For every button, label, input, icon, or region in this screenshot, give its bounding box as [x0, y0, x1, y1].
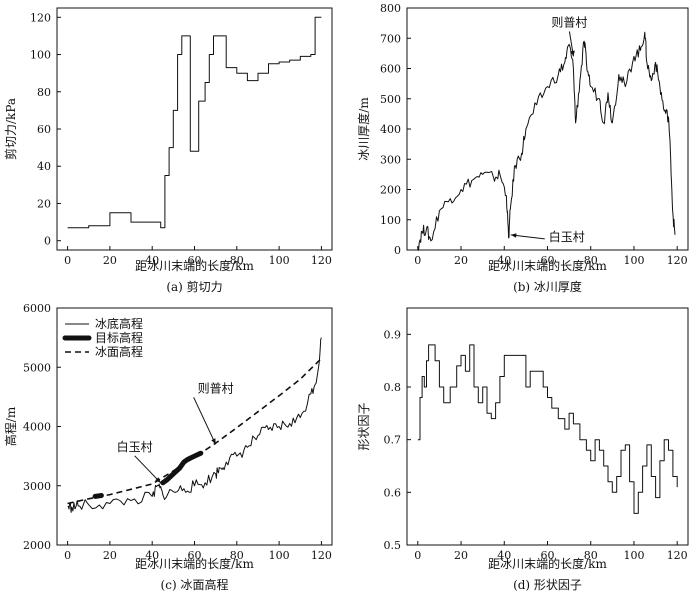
y-tick-label: 6000 — [23, 302, 51, 315]
y-tick-label: 0.8 — [384, 381, 402, 394]
x-tick-label: 80 — [230, 549, 244, 562]
y-tick-label: 0.5 — [384, 539, 402, 552]
y-tick-label: 0.9 — [384, 328, 402, 341]
y-tick-label: 100 — [380, 214, 401, 227]
y-tick-label: 80 — [37, 86, 51, 99]
y-tick-label: 4000 — [23, 421, 51, 434]
y-axis-label: 形状因子 — [357, 402, 371, 450]
y-tick-label: 300 — [380, 153, 401, 166]
x-axis-label: 距冰川末端的长度/km — [135, 258, 254, 273]
x-tick-label: 60 — [541, 549, 555, 562]
x-tick-label: 0 — [414, 254, 421, 267]
legend-label: 目标高程 — [95, 330, 143, 345]
legend-label: 冰底高程 — [95, 316, 143, 331]
annotation-pointer — [193, 397, 217, 445]
x-tick-label: 60 — [188, 549, 202, 562]
x-tick-label: 20 — [103, 549, 117, 562]
x-tick-label: 120 — [311, 549, 332, 562]
panel-c: 0 20 40 60 80 100 120 2000 3000 4000 5000 6000 距冰川末端… — [3, 302, 333, 592]
annotation-label: 白玉村 — [117, 439, 153, 454]
annotation-label: 则普村 — [198, 381, 234, 395]
annotation-label: 则普村 — [551, 15, 587, 29]
y-tick-label: 700 — [380, 32, 401, 45]
y-tick-label: 0.6 — [384, 486, 402, 499]
y-tick-label: 60 — [37, 123, 51, 136]
y-tick-label: 20 — [37, 197, 51, 210]
y-tick-label: 600 — [380, 63, 401, 76]
y-tick-label: 0.7 — [384, 434, 402, 447]
x-tick-label: 60 — [541, 254, 555, 267]
annotation-pointer — [134, 455, 162, 484]
y-axis-label: 高程/m — [3, 406, 18, 446]
x-tick-label: 40 — [145, 549, 159, 562]
x-tick-label: 100 — [623, 549, 644, 562]
x-tick-label: 0 — [64, 549, 71, 562]
series-line-named — [67, 357, 322, 505]
series-line-main — [417, 344, 678, 514]
x-tick-label: 80 — [584, 254, 598, 267]
panel-caption: (d) 形状因子 — [513, 578, 582, 592]
y-axis-label: 剪切力/kPa — [3, 98, 18, 160]
x-tick-label: 20 — [103, 254, 117, 267]
annotation-arrowhead — [510, 233, 517, 238]
annotation-pointer — [510, 234, 545, 240]
annotation-label: 白玉村 — [549, 229, 585, 244]
y-tick-label: 0 — [44, 235, 51, 248]
x-tick-label: 100 — [623, 254, 644, 267]
x-tick-label: 20 — [454, 254, 468, 267]
y-tick-label: 5000 — [23, 361, 51, 374]
x-axis-label: 距冰川末端的长度/km — [135, 556, 254, 571]
y-tick-label: 200 — [380, 184, 401, 197]
y-axis-label: 冰川厚度/m — [356, 97, 371, 161]
series-line-main — [417, 31, 676, 251]
x-tick-label: 80 — [584, 549, 598, 562]
annotation-arrowhead — [211, 438, 216, 445]
legend-label: 冰面高程 — [95, 344, 143, 359]
y-tick-label: 3000 — [23, 480, 51, 493]
x-tick-label: 20 — [454, 549, 468, 562]
x-tick-label: 100 — [269, 549, 290, 562]
plot-frame — [56, 7, 333, 251]
x-axis-label: 距冰川末端的长度/km — [488, 556, 607, 571]
series-line-named — [67, 337, 322, 513]
x-tick-label: 40 — [497, 549, 511, 562]
x-tick-label: 40 — [145, 254, 159, 267]
panel-a: 0 20 40 60 80 100 120 0 20 40 60 80 100 120 距冰川末端的长度/k… — [3, 7, 333, 294]
x-tick-label: 60 — [188, 254, 202, 267]
x-tick-label: 0 — [64, 254, 71, 267]
y-tick-label: 120 — [30, 11, 51, 24]
y-tick-label: 400 — [380, 123, 401, 136]
panel-caption: (a) 剪切力 — [166, 279, 222, 294]
x-tick-label: 0 — [414, 549, 421, 562]
panel-d: 0 20 40 60 80 100 120 0.5 0.6 0.7 0.8 0.9 距冰川末端的长度/k… — [357, 307, 689, 592]
panel-b: 0 20 40 60 80 100 120 0 100 200 300 400 500 600 700 800… — [356, 2, 689, 294]
x-tick-label: 120 — [667, 254, 688, 267]
panel-caption: (c) 冰面高程 — [161, 577, 229, 592]
x-tick-label: 80 — [230, 254, 244, 267]
y-tick-label: 800 — [380, 2, 401, 15]
plot-frame — [406, 307, 689, 546]
x-tick-label: 100 — [269, 254, 290, 267]
y-tick-label: 100 — [30, 49, 51, 62]
y-tick-label: 500 — [380, 93, 401, 106]
y-tick-label: 0 — [394, 244, 401, 257]
x-tick-label: 120 — [311, 254, 332, 267]
x-axis-label: 距冰川末端的长度/km — [488, 258, 607, 273]
panel-caption: (b) 冰川厚度 — [513, 279, 582, 294]
y-tick-label: 40 — [37, 160, 51, 173]
series-line-main — [67, 16, 322, 229]
x-tick-label: 40 — [497, 254, 511, 267]
y-tick-label: 2000 — [23, 539, 51, 552]
x-tick-label: 120 — [667, 549, 688, 562]
annotation-arrowhead — [155, 477, 161, 483]
annotation-arrowhead — [570, 50, 575, 57]
